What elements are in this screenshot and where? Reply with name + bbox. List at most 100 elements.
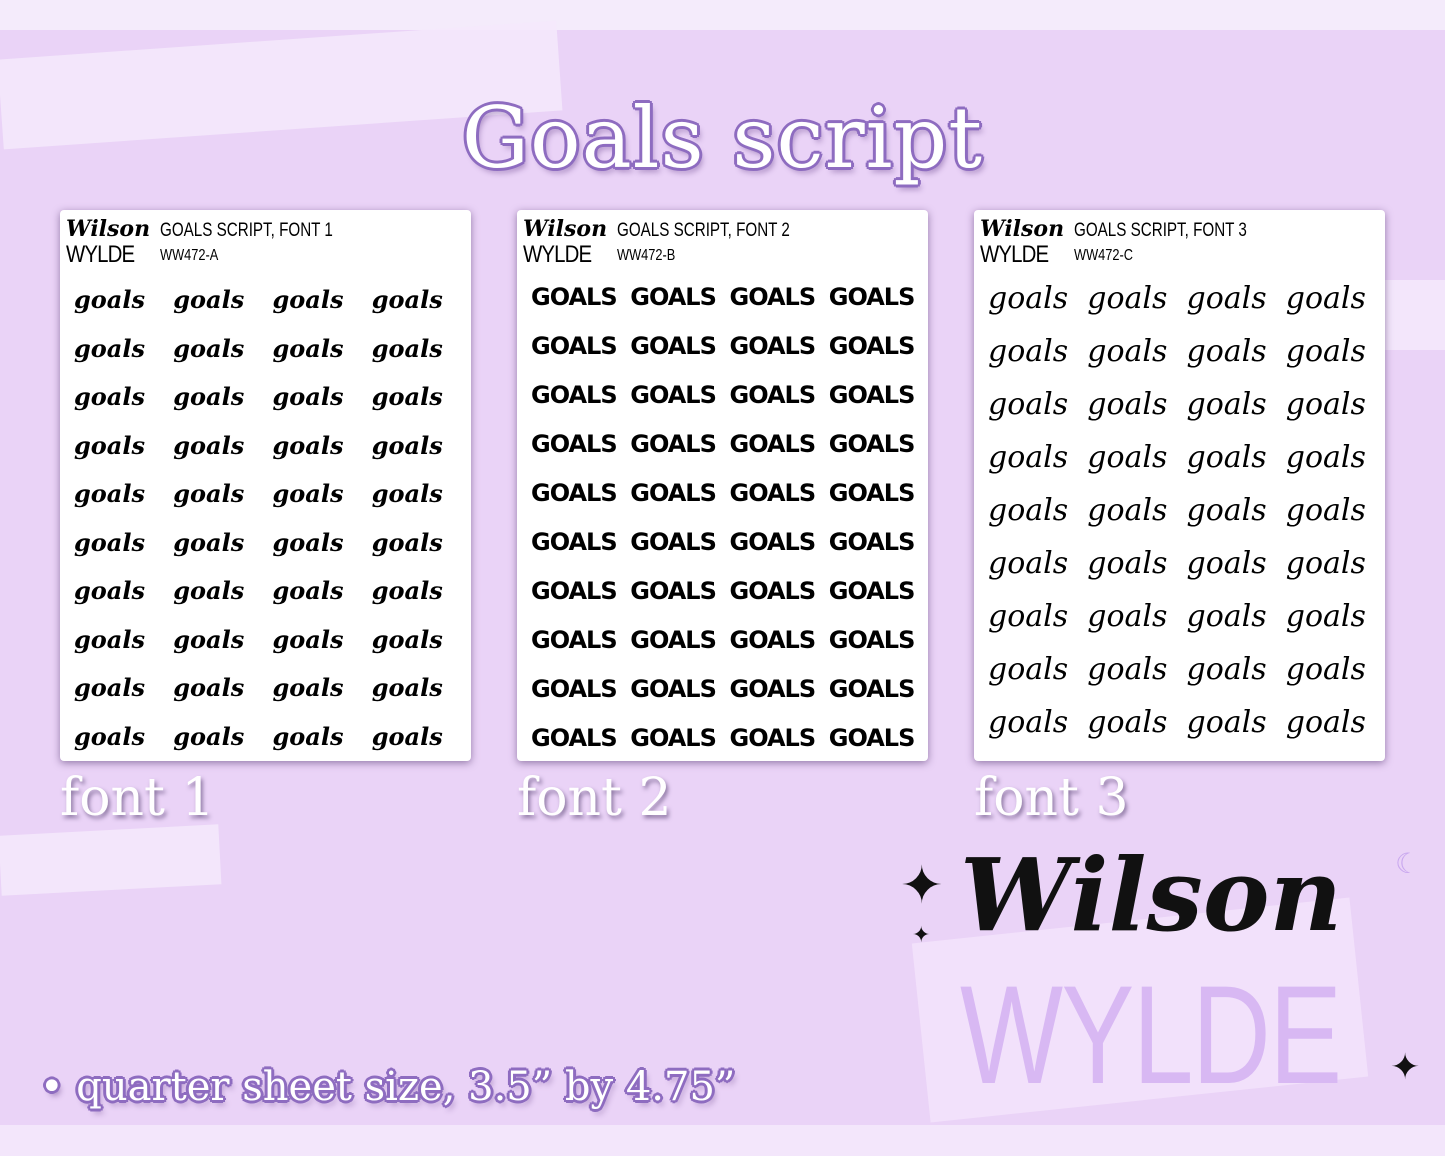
sheet-code: WW472-C xyxy=(1074,247,1134,264)
sheet-name: GOALS SCRIPT, FONT 3 xyxy=(1074,220,1247,241)
sticker-word: goals xyxy=(371,479,443,508)
brush-stroke xyxy=(0,824,222,896)
sticker-word: GOALS xyxy=(729,430,817,458)
sticker-word: goals xyxy=(988,440,1069,475)
sticker-word: goals xyxy=(173,285,245,314)
sticker-word: GOALS xyxy=(531,283,618,311)
size-note: • quarter sheet size, 3.5” by 4.75” xyxy=(40,1064,736,1110)
sticker-word: goals xyxy=(371,673,443,702)
sticker-word: GOALS xyxy=(630,479,717,507)
sticker-word: goals xyxy=(272,333,344,363)
sticker-word: goals xyxy=(272,527,344,557)
sticker-sheet-font-2: Wilson WYLDE GOALS SCRIPT, FONT 2 WW472-B G… xyxy=(517,210,928,761)
sticker-word: goals xyxy=(988,387,1069,422)
sticker-word: goals xyxy=(272,430,344,460)
sheet-name: GOALS SCRIPT, FONT 1 xyxy=(160,220,333,241)
sheet-logo: Wilson WYLDE xyxy=(980,216,1065,268)
sticker-word: goals xyxy=(988,705,1069,740)
label-font-3: font 3 xyxy=(974,768,1129,828)
sticker-word: GOALS xyxy=(531,577,618,605)
sticker-word: goals xyxy=(272,479,344,508)
sticker-word: GOALS xyxy=(531,332,618,360)
sticker-word: GOALS xyxy=(828,528,916,556)
sticker-word: goals xyxy=(1087,546,1168,581)
sticker-word: goals xyxy=(74,673,145,702)
sticker-word: goals xyxy=(74,576,145,605)
sticker-word: goals xyxy=(74,721,145,751)
sticker-word: GOALS xyxy=(630,626,717,654)
sticker-word: goals xyxy=(371,382,443,411)
sticker-word: goals xyxy=(988,652,1069,687)
sticker-word: GOALS xyxy=(828,626,916,654)
sticker-word: goals xyxy=(173,721,245,751)
sticker-word: GOALS xyxy=(531,528,618,556)
sticker-word: goals xyxy=(74,624,145,654)
sticker-word: GOALS xyxy=(828,430,916,458)
page-title: Goals script xyxy=(461,89,984,187)
sticker-word: goals xyxy=(173,430,245,460)
sticker-word: goals xyxy=(173,333,245,363)
sticker-word: GOALS xyxy=(729,283,817,311)
sheet-code: WW472-A xyxy=(160,247,219,264)
sticker-word: goals xyxy=(1285,652,1366,687)
sticker-word: goals xyxy=(1285,281,1366,316)
sheet-header: Wilson WYLDE GOALS SCRIPT, FONT 1 WW472-A xyxy=(66,216,376,268)
sticker-word: goals xyxy=(272,382,344,411)
sticker-word: goals xyxy=(173,527,245,557)
sticker-word: GOALS xyxy=(630,528,717,556)
sticker-word: GOALS xyxy=(531,675,618,703)
sticker-word: GOALS xyxy=(630,430,717,458)
sticker-word: goals xyxy=(371,624,443,654)
sticker-word: goals xyxy=(74,382,145,411)
sticker-word: GOALS xyxy=(630,577,717,605)
sticker-word: GOALS xyxy=(531,430,618,458)
brand-logo-wilson: Wilson xyxy=(960,836,1343,954)
sheet-header: Wilson WYLDE GOALS SCRIPT, FONT 3 WW472-C xyxy=(980,216,1290,268)
sticker-word: goals xyxy=(272,673,344,702)
sticker-word: GOALS xyxy=(729,332,817,360)
sticker-sheet-font-3: Wilson WYLDE GOALS SCRIPT, FONT 3 WW472-C g… xyxy=(974,210,1385,761)
brush-stroke xyxy=(0,1125,1445,1156)
sticker-word: GOALS xyxy=(630,283,717,311)
sticker-word: GOALS xyxy=(630,332,717,360)
sheet-logo: Wilson WYLDE xyxy=(523,216,608,268)
sticker-word: goals xyxy=(988,281,1069,316)
sticker-word: GOALS xyxy=(729,381,817,409)
sheet-logo: Wilson WYLDE xyxy=(66,216,151,268)
sticker-word: GOALS xyxy=(531,724,618,752)
sticker-word: goals xyxy=(1186,334,1267,369)
sticker-grid: GOALS GOALS GOALS GOALS GOALS GOALS GOALS GOALS… xyxy=(531,273,928,761)
sticker-word: goals xyxy=(1285,546,1366,581)
sticker-word: goals xyxy=(371,333,443,363)
brush-stroke xyxy=(0,0,1445,30)
brand-logo-wylde: WYLDE xyxy=(960,956,1342,1113)
sparkle-icon: ✦ xyxy=(1390,1047,1421,1088)
sticker-word: goals xyxy=(371,430,443,460)
sticker-word: goals xyxy=(988,546,1069,581)
sticker-word: goals xyxy=(1285,440,1366,475)
sticker-word: GOALS xyxy=(729,675,817,703)
sticker-word: goals xyxy=(272,624,344,654)
sticker-word: GOALS xyxy=(531,626,618,654)
sticker-word: goals xyxy=(1186,546,1267,581)
label-font-1: font 1 xyxy=(60,768,215,828)
sticker-word: GOALS xyxy=(630,381,717,409)
sticker-word: goals xyxy=(1186,387,1267,422)
sticker-word: goals xyxy=(173,382,245,411)
sticker-word: GOALS xyxy=(828,479,916,507)
sticker-word: goals xyxy=(74,333,145,363)
sticker-sheet-font-1: Wilson WYLDE GOALS SCRIPT, FONT 1 WW472-A g… xyxy=(60,210,471,761)
sticker-word: GOALS xyxy=(828,381,916,409)
sticker-grid: goals goals goals goals goals goals goals goals… xyxy=(74,276,471,761)
sticker-word: GOALS xyxy=(729,528,817,556)
sticker-word: goals xyxy=(1285,334,1366,369)
sticker-word: goals xyxy=(1186,705,1267,740)
sticker-word: goals xyxy=(1087,493,1168,528)
sparkle-icon: ✦ xyxy=(900,856,944,916)
sticker-word: GOALS xyxy=(729,479,817,507)
sticker-word: goals xyxy=(1285,599,1366,634)
sticker-word: goals xyxy=(272,285,344,314)
sticker-word: GOALS xyxy=(531,381,618,409)
sticker-word: goals xyxy=(371,576,443,605)
sticker-word: goals xyxy=(74,430,145,460)
